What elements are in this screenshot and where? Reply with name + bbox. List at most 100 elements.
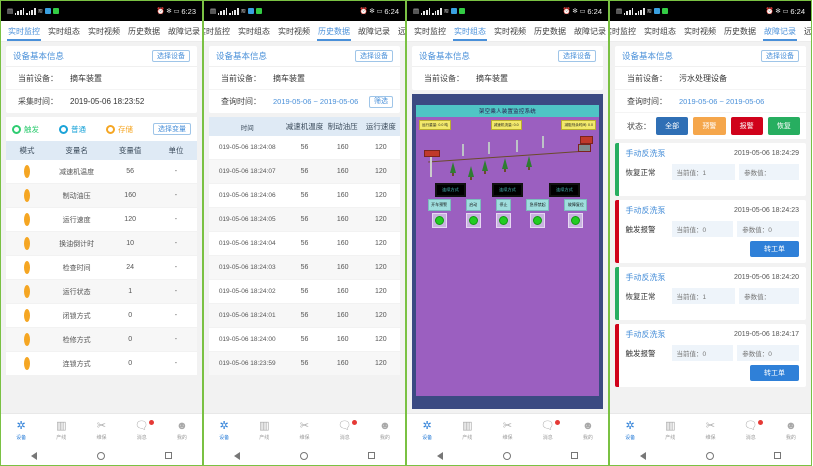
recents-icon[interactable] bbox=[368, 452, 375, 459]
tab-realtime-video[interactable]: 实时视频 bbox=[88, 26, 120, 36]
nav-item-消息[interactable]: 🗨 消息 bbox=[731, 419, 771, 441]
select-device-button[interactable]: 选择设备 bbox=[761, 50, 799, 62]
tab-fault-records[interactable]: 故障记录 bbox=[358, 26, 390, 36]
home-icon[interactable] bbox=[97, 451, 105, 460]
tab-realtime-monitor[interactable]: 实时监控 bbox=[414, 26, 446, 36]
filter-prewarn-button[interactable]: 预警 bbox=[693, 117, 726, 135]
filter-all-button[interactable]: 全部 bbox=[656, 117, 689, 135]
nav-item-设备[interactable]: ✲ 设备 bbox=[610, 420, 650, 441]
history-row[interactable]: 019-05-06 18:24:00 56 160 120 bbox=[209, 328, 400, 352]
nav-item-维保[interactable]: ✂ 维保 bbox=[284, 420, 324, 441]
tab-realtime-config[interactable]: 实时组态 bbox=[450, 21, 490, 41]
select-variable-button[interactable]: 选择变量 bbox=[153, 123, 191, 135]
tab-remote-control[interactable]: 远程控制 bbox=[800, 21, 811, 41]
scada-mode-row[interactable]: 连续方式 连续方式 连续方式 bbox=[416, 182, 599, 199]
bottom-nav-3[interactable]: ✲ 设备 ▥ 产线 ✂ 维保 🗨 消息 ☻ 我的 bbox=[407, 413, 608, 446]
nav-item-我的[interactable]: ☻ 我的 bbox=[162, 420, 202, 441]
select-device-button[interactable]: 选择设备 bbox=[558, 50, 596, 62]
nav-item-我的[interactable]: ☻ 我的 bbox=[771, 420, 811, 441]
history-row[interactable]: 019-05-06 18:24:08 56 160 120 bbox=[209, 136, 400, 160]
scada-control-button[interactable]: 开车预警 bbox=[427, 199, 451, 228]
tab-realtime-monitor[interactable]: 实时监控 bbox=[4, 21, 44, 41]
nav-item-维保[interactable]: ✂ 维保 bbox=[487, 420, 527, 441]
nav-item-产线[interactable]: ▥ 产线 bbox=[447, 420, 487, 441]
variable-row[interactable]: 连锁方式 0 - bbox=[6, 352, 197, 376]
bottom-nav-2[interactable]: ✲ 设备 ▥ 产线 ✂ 维保 🗨 消息 ☻ 我的 bbox=[204, 413, 405, 446]
select-device-button[interactable]: 选择设备 bbox=[355, 50, 393, 62]
bottom-nav-4[interactable]: ✲ 设备 ▥ 产线 ✂ 维保 🗨 消息 ☻ 我的 bbox=[610, 413, 811, 446]
scada-button-row[interactable]: 开车预警 启动 停止 急停禁起 故障复位 bbox=[416, 199, 599, 230]
tab-realtime-config[interactable]: 实时组态 bbox=[48, 26, 80, 36]
filter-button[interactable]: 筛选 bbox=[369, 95, 393, 108]
variable-row[interactable]: 制动油压 160 - bbox=[6, 184, 197, 208]
nav-item-消息[interactable]: 🗨 消息 bbox=[528, 419, 568, 441]
back-icon[interactable] bbox=[640, 451, 646, 460]
tab-realtime-video[interactable]: 实时视频 bbox=[494, 26, 526, 36]
home-icon[interactable] bbox=[706, 451, 714, 460]
variable-row[interactable]: 运行速度 120 - bbox=[6, 208, 197, 232]
tab-realtime-video[interactable]: 实时视频 bbox=[278, 26, 310, 36]
fault-record-card[interactable]: 手动反洗泵 2019-05-06 18:24:29 恢复正常 当前值：1 参数值： bbox=[615, 143, 806, 196]
history-row[interactable]: 019-05-06 18:24:01 56 160 120 bbox=[209, 304, 400, 328]
tab-history-data[interactable]: 历史数据 bbox=[314, 21, 354, 41]
nav-item-产线[interactable]: ▥ 产线 bbox=[244, 420, 284, 441]
history-row[interactable]: 019-05-06 18:24:03 56 160 120 bbox=[209, 256, 400, 280]
tab-realtime-monitor[interactable]: 实时监控 bbox=[204, 26, 230, 36]
tab-fault-records[interactable]: 故障记录 bbox=[574, 26, 606, 36]
tab-fault-records[interactable]: 故障记录 bbox=[168, 26, 200, 36]
nav-item-我的[interactable]: ☻ 我的 bbox=[568, 420, 608, 441]
scada-mode-1[interactable]: 连续方式 bbox=[435, 183, 466, 197]
scada-control-button[interactable]: 故障复位 bbox=[564, 199, 588, 228]
nav-item-消息[interactable]: 🗨 消息 bbox=[122, 419, 162, 441]
android-nav-bar-1[interactable] bbox=[1, 446, 202, 465]
recents-icon[interactable] bbox=[774, 452, 781, 459]
home-icon[interactable] bbox=[503, 451, 511, 460]
android-nav-bar-2[interactable] bbox=[204, 446, 405, 465]
tab-realtime-monitor[interactable]: 实时监控 bbox=[610, 26, 636, 36]
scada-control-button[interactable]: 启动 bbox=[465, 199, 481, 228]
top-tab-bar-1[interactable]: 实时监控 实时组态 实时视频 历史数据 故障记录 远程控制 bbox=[1, 21, 202, 42]
history-row[interactable]: 019-05-06 18:24:02 56 160 120 bbox=[209, 280, 400, 304]
scada-control-button[interactable]: 停止 bbox=[495, 199, 511, 228]
select-device-button[interactable]: 选择设备 bbox=[152, 50, 190, 62]
nav-item-消息[interactable]: 🗨 消息 bbox=[325, 419, 365, 441]
tab-history-data[interactable]: 历史数据 bbox=[534, 26, 566, 36]
tab-remote-control[interactable]: 远程控制 bbox=[394, 21, 405, 41]
nav-item-产线[interactable]: ▥ 产线 bbox=[650, 420, 690, 441]
recents-icon[interactable] bbox=[571, 452, 578, 459]
back-icon[interactable] bbox=[437, 451, 443, 460]
history-row[interactable]: 019-05-06 18:24:05 56 160 120 bbox=[209, 208, 400, 232]
top-tab-bar-3[interactable]: 实时监控 实时组态 实时视频 历史数据 故障记录 远程控制 bbox=[407, 21, 608, 42]
work-order-button[interactable]: 转工单 bbox=[750, 365, 799, 381]
variable-row[interactable]: 检修方式 0 - bbox=[6, 328, 197, 352]
tab-realtime-video[interactable]: 实时视频 bbox=[684, 26, 716, 36]
variable-row[interactable]: 检查时间 24 - bbox=[6, 256, 197, 280]
nav-item-产线[interactable]: ▥ 产线 bbox=[41, 420, 81, 441]
history-row[interactable]: 019-05-06 18:23:59 56 160 120 bbox=[209, 352, 400, 376]
tab-history-data[interactable]: 历史数据 bbox=[724, 26, 756, 36]
variable-row[interactable]: 运行状态 1 - bbox=[6, 280, 197, 304]
recents-icon[interactable] bbox=[165, 452, 172, 459]
bottom-nav-1[interactable]: ✲ 设备 ▥ 产线 ✂ 维保 🗨 消息 ☻ 我的 bbox=[1, 413, 202, 446]
filter-alarm-button[interactable]: 报警 bbox=[730, 117, 763, 135]
nav-item-设备[interactable]: ✲ 设备 bbox=[407, 420, 447, 441]
history-row[interactable]: 019-05-06 18:24:07 56 160 120 bbox=[209, 160, 400, 184]
tab-history-data[interactable]: 历史数据 bbox=[128, 26, 160, 36]
android-nav-bar-4[interactable] bbox=[610, 446, 811, 465]
fault-record-card[interactable]: 手动反洗泵 2019-05-06 18:24:20 恢复正常 当前值：1 参数值： bbox=[615, 267, 806, 320]
history-row[interactable]: 019-05-06 18:24:04 56 160 120 bbox=[209, 232, 400, 256]
status-filter-row[interactable]: 状态： 全部 预警 报警 恢复 bbox=[615, 113, 806, 139]
tab-realtime-config[interactable]: 实时组态 bbox=[644, 26, 676, 36]
nav-item-维保[interactable]: ✂ 维保 bbox=[81, 420, 121, 441]
variable-row[interactable]: 闭锁方式 0 - bbox=[6, 304, 197, 328]
android-nav-bar-3[interactable] bbox=[407, 446, 608, 465]
tab-fault-records[interactable]: 故障记录 bbox=[760, 21, 800, 41]
filter-recover-button[interactable]: 恢复 bbox=[767, 117, 800, 135]
scada-viewport[interactable]: 架空乘人装置监控系统 运行重量: 0.0 吨 减速机流量: 0.0 减阻剂余时间… bbox=[412, 94, 603, 409]
work-order-button[interactable]: 转工单 bbox=[750, 241, 799, 257]
tab-realtime-config[interactable]: 实时组态 bbox=[238, 26, 270, 36]
scada-control-button[interactable]: 急停禁起 bbox=[526, 199, 550, 228]
top-tab-bar-4[interactable]: 实时监控 实时组态 实时视频 历史数据 故障记录 远程控制 bbox=[610, 21, 811, 42]
nav-item-我的[interactable]: ☻ 我的 bbox=[365, 420, 405, 441]
nav-item-维保[interactable]: ✂ 维保 bbox=[690, 420, 730, 441]
